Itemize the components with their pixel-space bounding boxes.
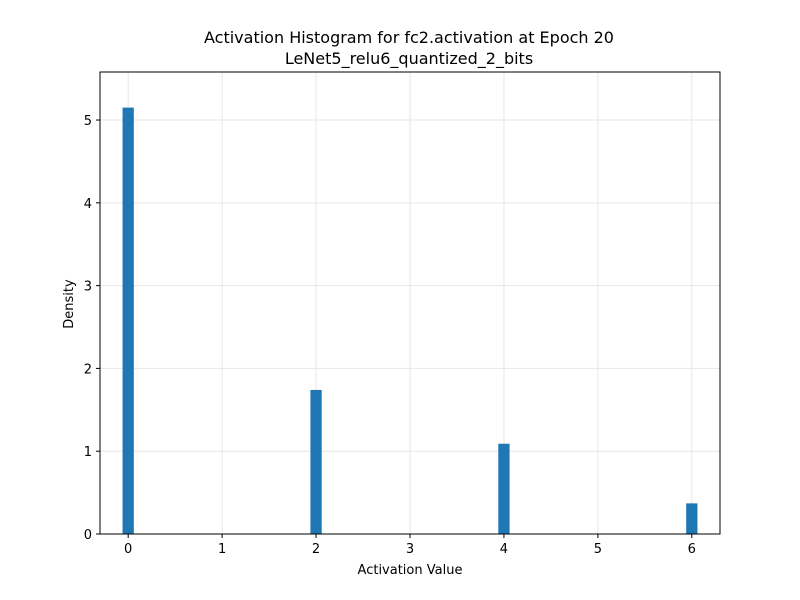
- y-tick-label: 5: [84, 114, 92, 129]
- y-axis-label: Density: [62, 279, 77, 329]
- x-axis-label: Activation Value: [358, 563, 463, 578]
- histogram-bar: [686, 503, 698, 534]
- chart-subtitle: LeNet5_relu6_quantized_2_bits: [285, 49, 533, 69]
- y-tick-label: 0: [84, 528, 92, 543]
- x-tick-label: 4: [500, 542, 508, 557]
- y-axis-ticks: 0 1 2 3 4 5: [84, 114, 100, 543]
- y-tick-label: 4: [84, 197, 92, 212]
- x-tick-label: 5: [594, 542, 602, 557]
- x-tick-label: 2: [312, 542, 320, 557]
- histogram-bars: [122, 107, 698, 535]
- histogram-bar: [310, 389, 322, 534]
- x-tick-label: 1: [218, 542, 226, 557]
- x-tick-label: 0: [124, 542, 132, 557]
- chart-title: Activation Histogram for fc2.activation …: [204, 28, 614, 47]
- histogram-bar: [498, 443, 510, 534]
- grid-lines: [100, 72, 720, 535]
- x-tick-label: 6: [688, 542, 696, 557]
- y-tick-label: 3: [84, 280, 92, 295]
- x-tick-label: 3: [406, 542, 414, 557]
- y-tick-label: 2: [84, 362, 92, 377]
- y-tick-label: 1: [84, 445, 92, 460]
- x-axis-ticks: 0 1 2 3 4 5 6: [124, 534, 696, 557]
- histogram-bar: [122, 107, 134, 535]
